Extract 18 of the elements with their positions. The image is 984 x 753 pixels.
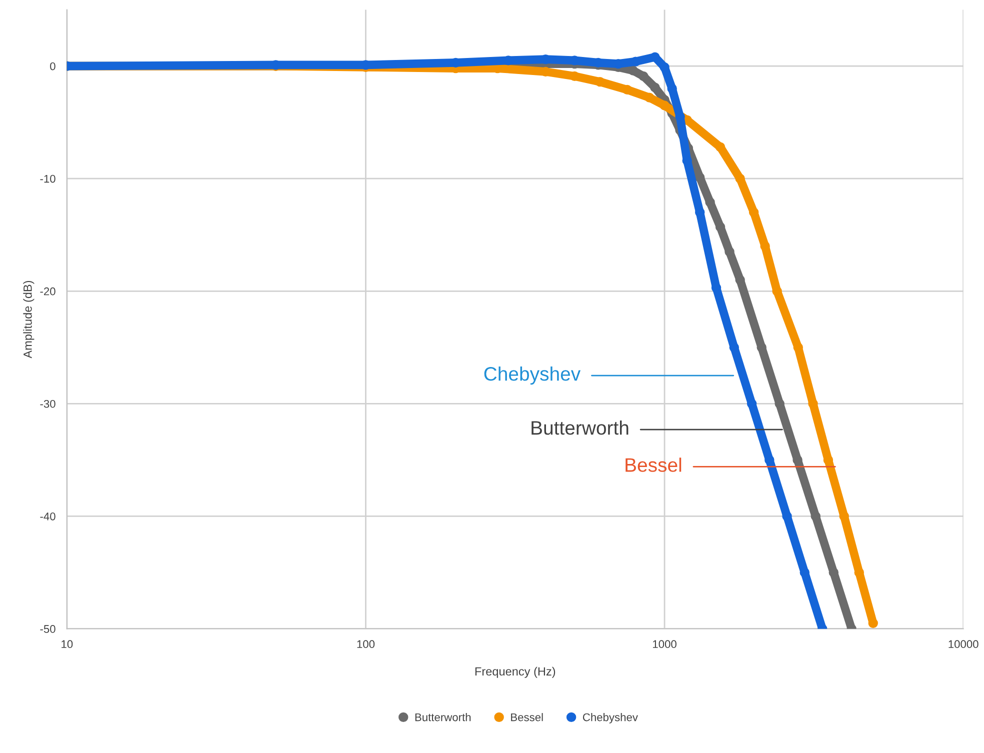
annotation: Chebyshev	[484, 366, 581, 385]
annotation: Butterworth	[532, 420, 628, 435]
x-axis-title: Frequency (Hz)	[475, 666, 556, 678]
y-tick-label: 0	[50, 62, 56, 70]
y-tick-label: -10	[40, 174, 56, 183]
y-tick-label: -40	[40, 512, 56, 520]
y-axis-title: Amplitude (dB)	[23, 280, 34, 358]
x-tick-label: 10000	[948, 640, 978, 648]
y-tick-label: -50	[40, 625, 56, 633]
y-tick-label: -20	[40, 287, 56, 296]
x-tick-label: 10	[62, 640, 73, 648]
y-tick-label: -30	[40, 400, 56, 408]
legend-label: Bessel	[511, 713, 543, 722]
x-tick-label: 1000	[653, 640, 676, 648]
legend-label: Chebyshev	[582, 713, 638, 724]
legend-label: Butterworth	[415, 713, 471, 722]
annotation: Bessel	[626, 458, 682, 472]
x-tick-label: 100	[357, 640, 375, 648]
